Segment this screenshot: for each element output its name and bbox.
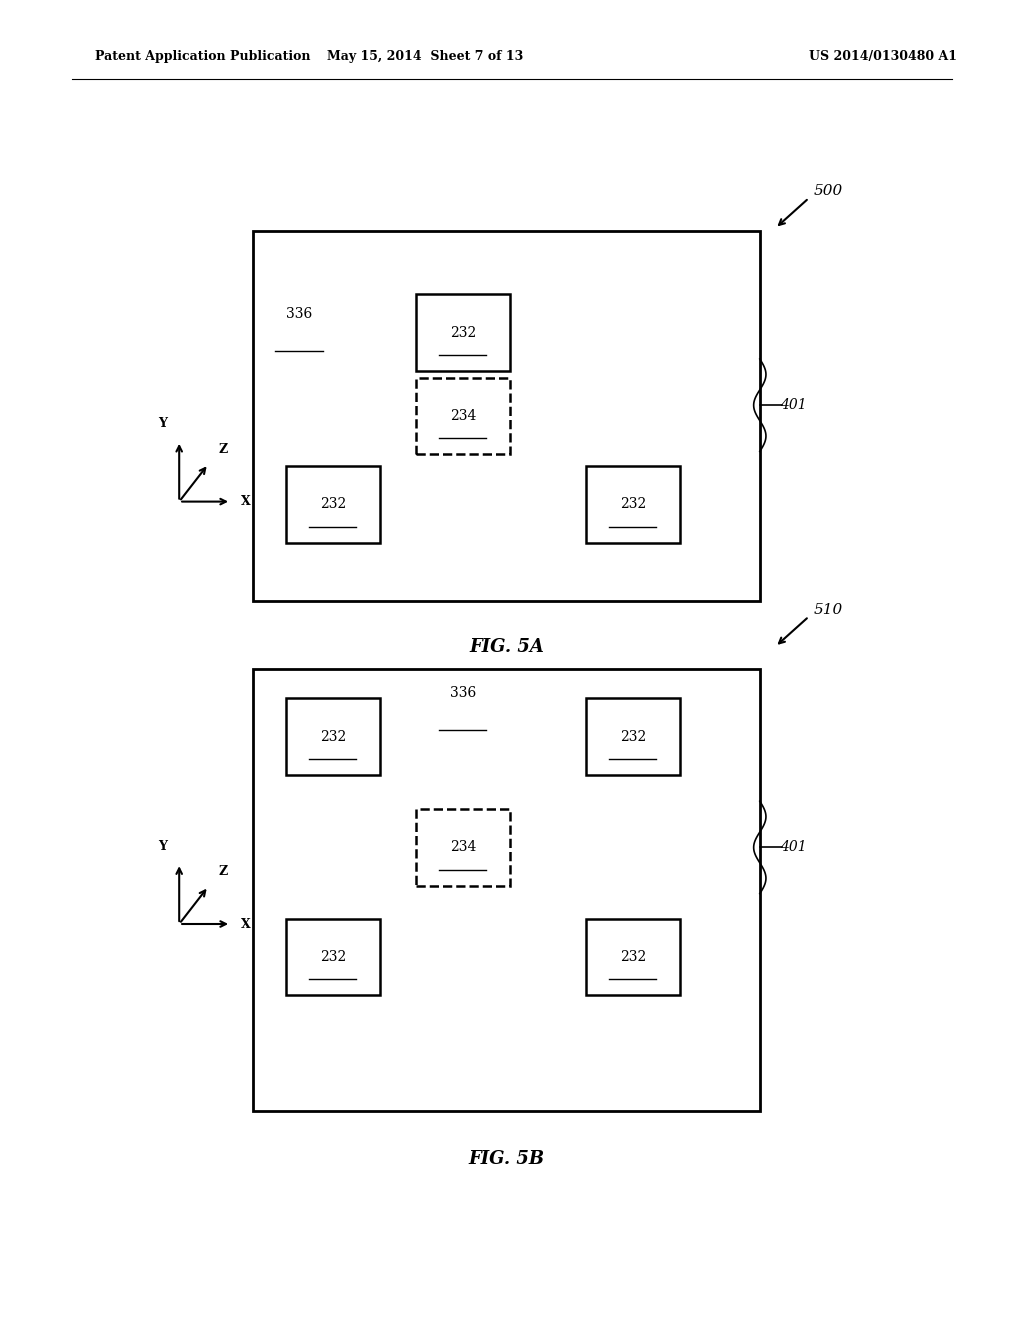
Text: 401: 401 bbox=[780, 399, 807, 412]
Text: US 2014/0130480 A1: US 2014/0130480 A1 bbox=[809, 50, 957, 63]
Text: 232: 232 bbox=[620, 498, 646, 511]
Text: May 15, 2014  Sheet 7 of 13: May 15, 2014 Sheet 7 of 13 bbox=[327, 50, 523, 63]
Text: 232: 232 bbox=[319, 498, 346, 511]
Text: 232: 232 bbox=[620, 950, 646, 964]
Text: 232: 232 bbox=[319, 950, 346, 964]
Bar bbox=[416, 809, 510, 886]
Text: Y: Y bbox=[159, 417, 167, 430]
Text: 232: 232 bbox=[620, 730, 646, 743]
Text: X: X bbox=[242, 917, 251, 931]
Text: 336: 336 bbox=[450, 686, 476, 700]
Bar bbox=[286, 466, 380, 543]
Text: FIG. 5A: FIG. 5A bbox=[469, 638, 545, 656]
Bar bbox=[253, 669, 760, 1111]
Text: Y: Y bbox=[159, 840, 167, 853]
Text: Patent Application Publication: Patent Application Publication bbox=[95, 50, 310, 63]
Text: 234: 234 bbox=[450, 841, 476, 854]
Text: 232: 232 bbox=[319, 730, 346, 743]
Bar bbox=[286, 698, 380, 775]
Bar bbox=[586, 698, 680, 775]
Text: Z: Z bbox=[219, 444, 228, 455]
Text: X: X bbox=[242, 495, 251, 508]
Bar bbox=[253, 231, 760, 601]
Bar bbox=[586, 919, 680, 995]
Bar bbox=[286, 919, 380, 995]
Text: Z: Z bbox=[219, 866, 228, 878]
Text: 510: 510 bbox=[814, 603, 844, 616]
Text: 234: 234 bbox=[450, 409, 476, 422]
Bar bbox=[416, 294, 510, 371]
Text: FIG. 5B: FIG. 5B bbox=[469, 1150, 545, 1168]
Text: 336: 336 bbox=[286, 308, 312, 321]
Bar bbox=[416, 378, 510, 454]
Text: 232: 232 bbox=[450, 326, 476, 339]
Text: 401: 401 bbox=[780, 841, 807, 854]
Text: 500: 500 bbox=[814, 185, 844, 198]
Bar bbox=[586, 466, 680, 543]
